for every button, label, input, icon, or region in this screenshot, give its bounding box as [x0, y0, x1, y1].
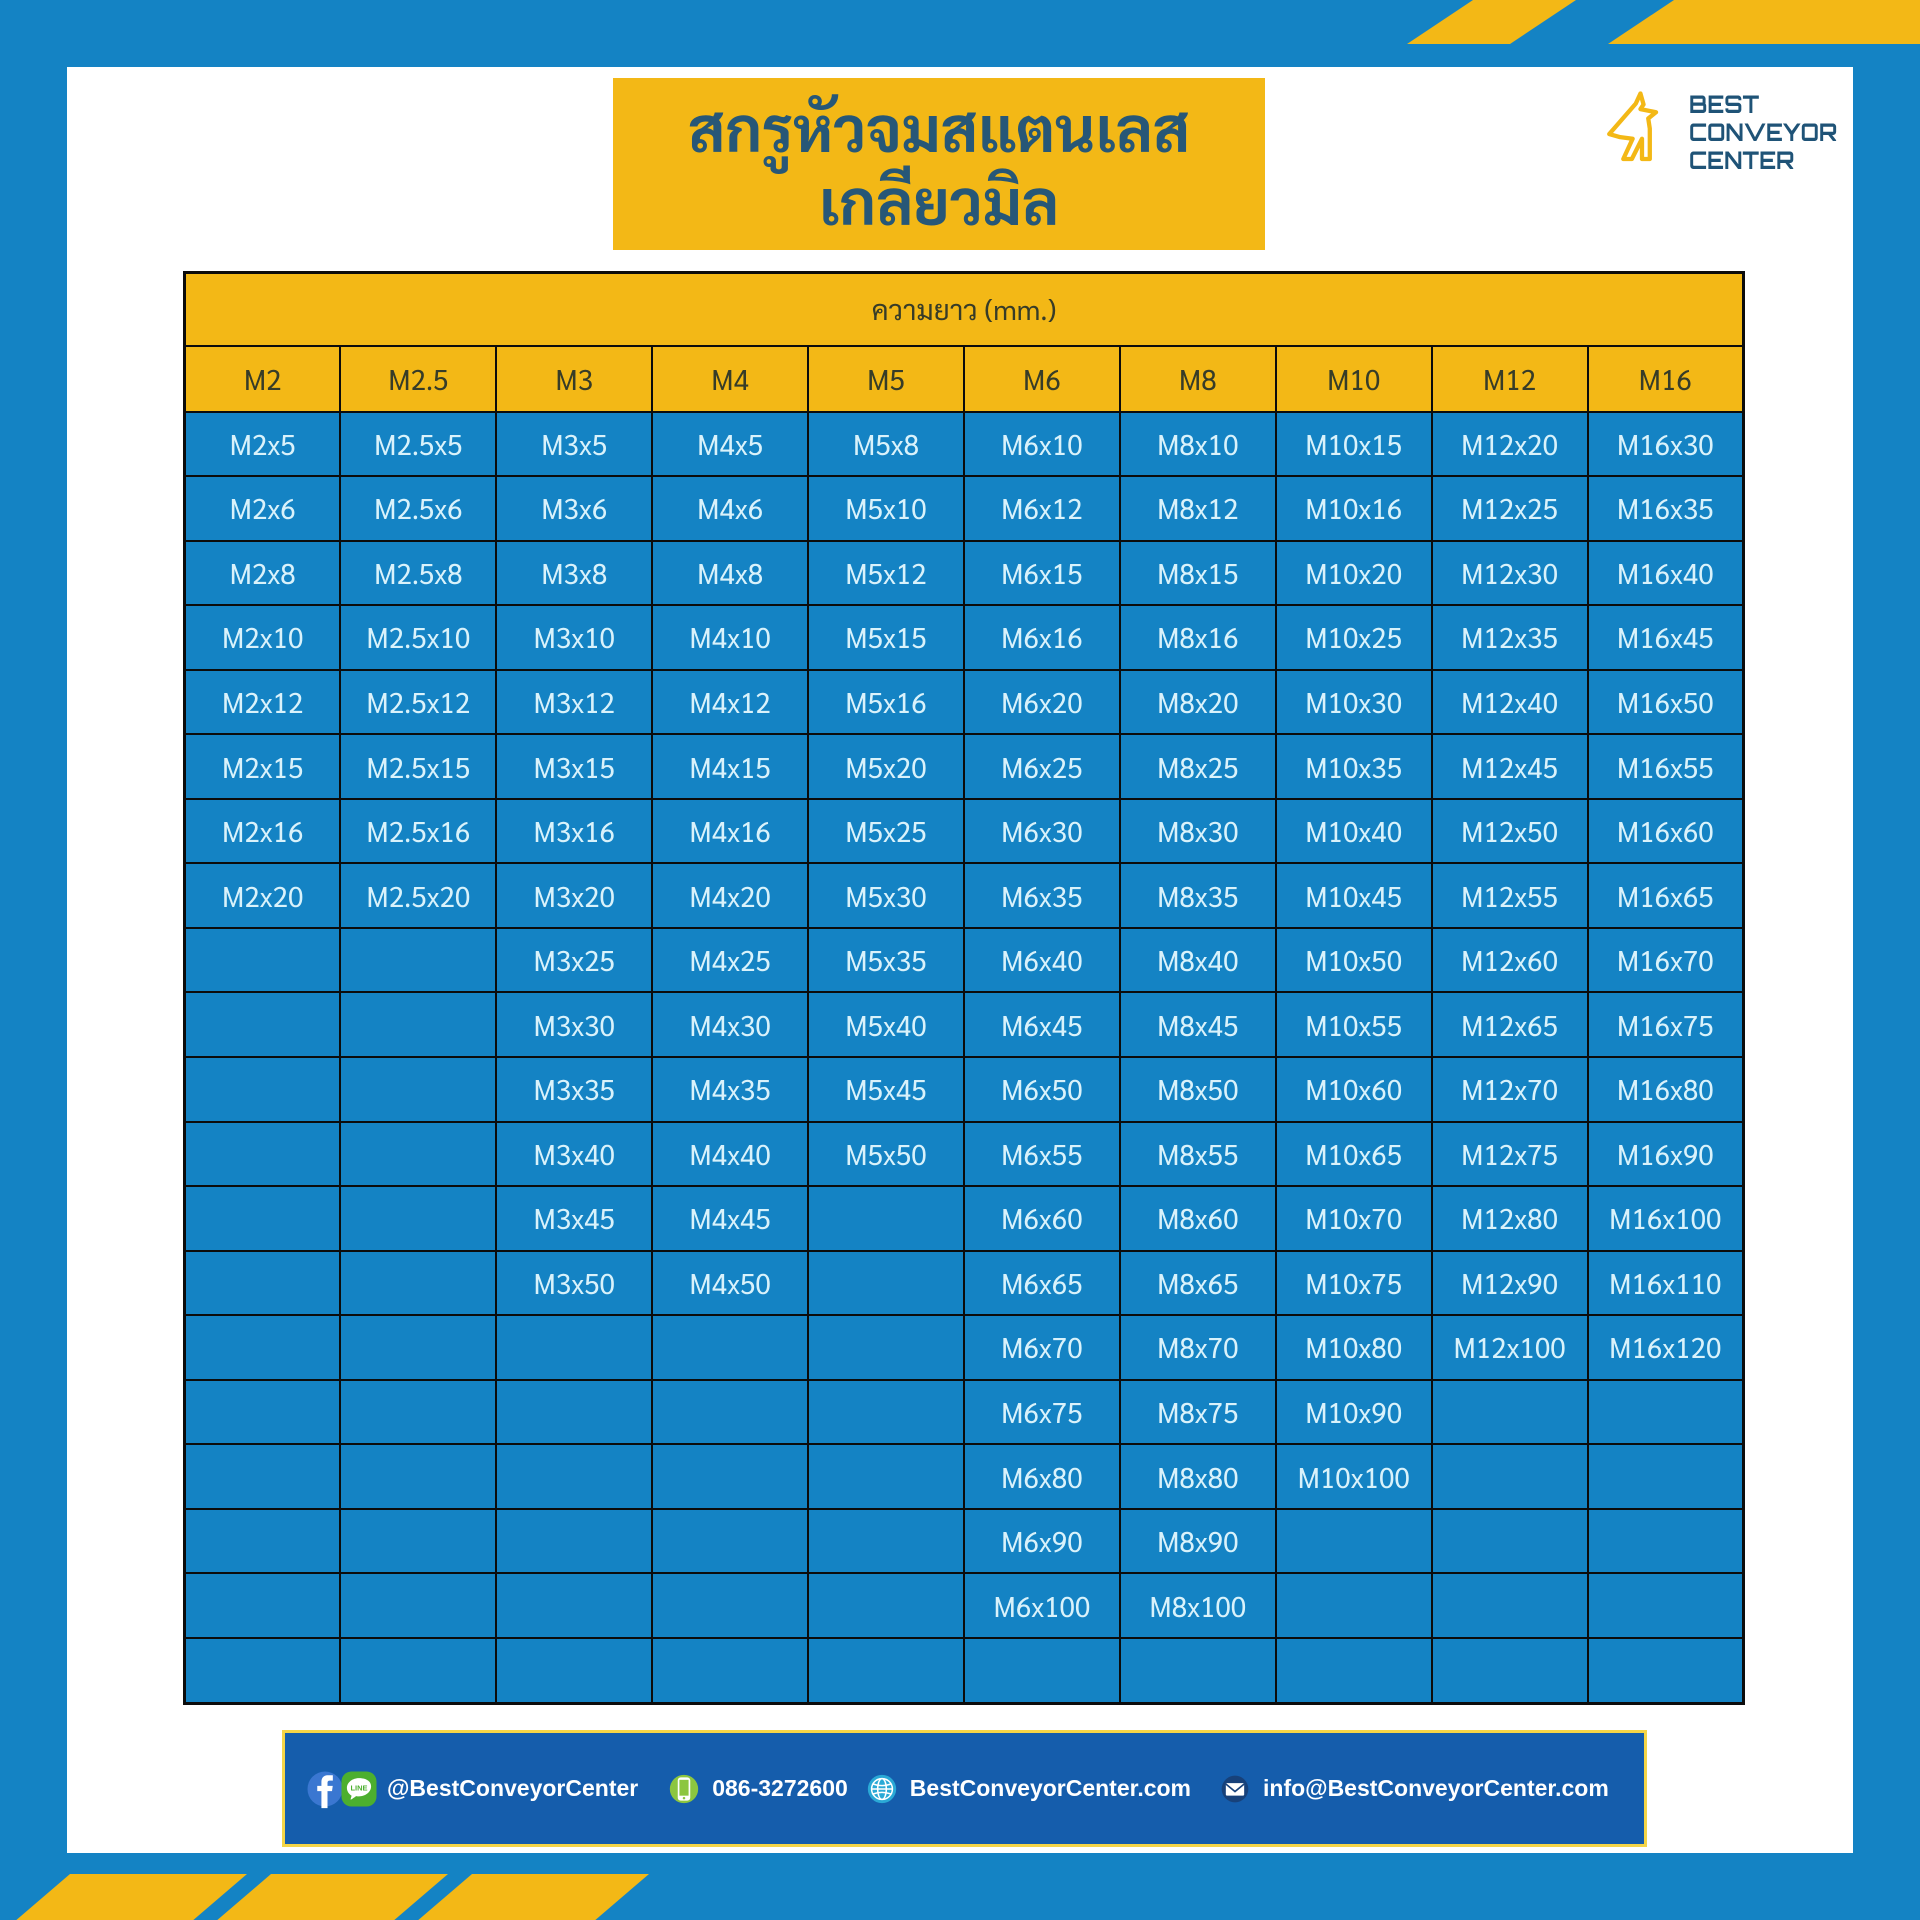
svg-text:LINE: LINE	[350, 1783, 367, 1792]
